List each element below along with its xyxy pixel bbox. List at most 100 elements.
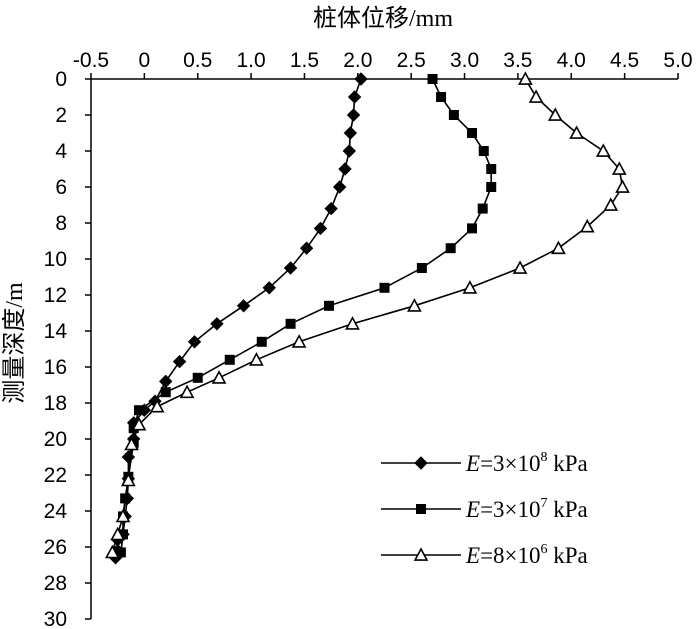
data-point [569, 125, 584, 139]
series-line [114, 78, 362, 559]
data-point [324, 300, 335, 311]
data-point [445, 243, 456, 254]
data-point [124, 436, 139, 451]
series-line [120, 78, 493, 553]
data-point [414, 456, 428, 470]
data-point [379, 282, 390, 293]
data-point [346, 108, 361, 122]
y-tick-label: 28 [44, 572, 67, 595]
y-tick-label: 0 [55, 68, 67, 91]
data-point [283, 261, 298, 275]
data-point [416, 263, 427, 273]
data-point [345, 316, 360, 330]
y-tick-label: 24 [44, 500, 68, 523]
y-tick-label: 8 [55, 212, 67, 235]
y-axis-title: 测量深度/m [1, 282, 28, 404]
data-point [486, 164, 497, 174]
data-point [354, 72, 368, 86]
y-tick-label: 16 [44, 356, 67, 379]
data-point [579, 218, 595, 233]
x-tick-label: 0.5 [183, 49, 212, 72]
data-point [149, 398, 165, 413]
data-point [115, 508, 131, 523]
data-point [343, 126, 358, 140]
data-point [518, 71, 533, 85]
data-point [211, 370, 227, 384]
data-point [407, 298, 422, 312]
data-point [118, 529, 129, 540]
axes: -0.5 0 0.5 1.0 1.5 2.0 2.5 3.0 3.5 4.0 4.5 5.002468… [44, 49, 693, 629]
y-tick-label: 2 [55, 104, 67, 127]
data-point [299, 241, 314, 255]
data-point [603, 197, 619, 211]
y-tick-label: 22 [44, 464, 67, 487]
x-tick-label: 0 [139, 49, 151, 72]
data-point [547, 107, 563, 121]
data-point [110, 526, 126, 541]
data-point [332, 180, 347, 194]
x-tick-label: 4.0 [557, 49, 586, 72]
legend-entry-3: E=8×106 kPa [381, 542, 588, 568]
x-tick-label: 3.0 [450, 49, 479, 72]
data-point [338, 162, 352, 176]
x-axis-title: 桩体位移/mm [313, 5, 453, 32]
data-point [210, 317, 224, 331]
y-tick-label: 4 [55, 140, 67, 163]
data-point [159, 374, 173, 389]
data-point [131, 416, 147, 431]
legend-label: E=3×107 kPa [465, 496, 588, 522]
data-point [179, 384, 195, 399]
x-tick-label: 3.5 [503, 49, 532, 72]
data-point [486, 182, 497, 192]
legend-label: E=3×108 kPa [465, 450, 588, 476]
legend: E=3×108 kPa E=3×107 kPa E=8×106 kPa [381, 450, 588, 568]
data-point [528, 89, 544, 103]
data-point [172, 354, 187, 369]
x-tick-label: 4.5 [610, 49, 639, 72]
series-2 [115, 74, 497, 558]
data-point [448, 110, 459, 120]
data-point [256, 336, 267, 347]
data-point [249, 352, 264, 366]
data-point [192, 372, 203, 383]
x-tick-label: 5.0 [663, 49, 692, 72]
series-1 [108, 72, 368, 565]
x-tick-label: 1.0 [236, 49, 265, 72]
data-point [477, 203, 488, 214]
data-point [413, 547, 429, 561]
data-point [291, 334, 307, 348]
data-point [615, 179, 630, 193]
data-point [478, 146, 489, 156]
x-tick-label: 2.5 [397, 49, 426, 72]
data-point [121, 472, 136, 487]
data-point [313, 221, 328, 236]
x-tick-label: 2.0 [343, 49, 372, 72]
data-point [436, 92, 447, 102]
series-3 [105, 71, 630, 559]
y-tick-label: 12 [44, 284, 67, 307]
x-tick-label: -0.5 [73, 49, 109, 72]
data-point [462, 280, 478, 294]
data-point [115, 547, 126, 558]
data-point [347, 90, 362, 104]
y-tick-label: 20 [44, 428, 67, 451]
data-point [427, 74, 438, 84]
data-point [611, 161, 627, 175]
data-point [105, 544, 120, 559]
data-point [512, 260, 528, 274]
data-point [224, 354, 235, 365]
data-point [262, 281, 276, 295]
y-tick-label: 6 [55, 176, 67, 199]
x-tick-label: 1.5 [290, 49, 319, 72]
data-point [416, 504, 426, 514]
data-point [467, 223, 478, 234]
data-point [342, 144, 356, 158]
y-tick-label: 30 [44, 608, 67, 629]
data-point [236, 299, 251, 313]
legend-entry-2: E=3×107 kPa [381, 496, 588, 522]
data-point [285, 318, 296, 329]
series-line [111, 78, 624, 553]
data-point [187, 335, 202, 349]
y-tick-label: 18 [44, 392, 67, 415]
